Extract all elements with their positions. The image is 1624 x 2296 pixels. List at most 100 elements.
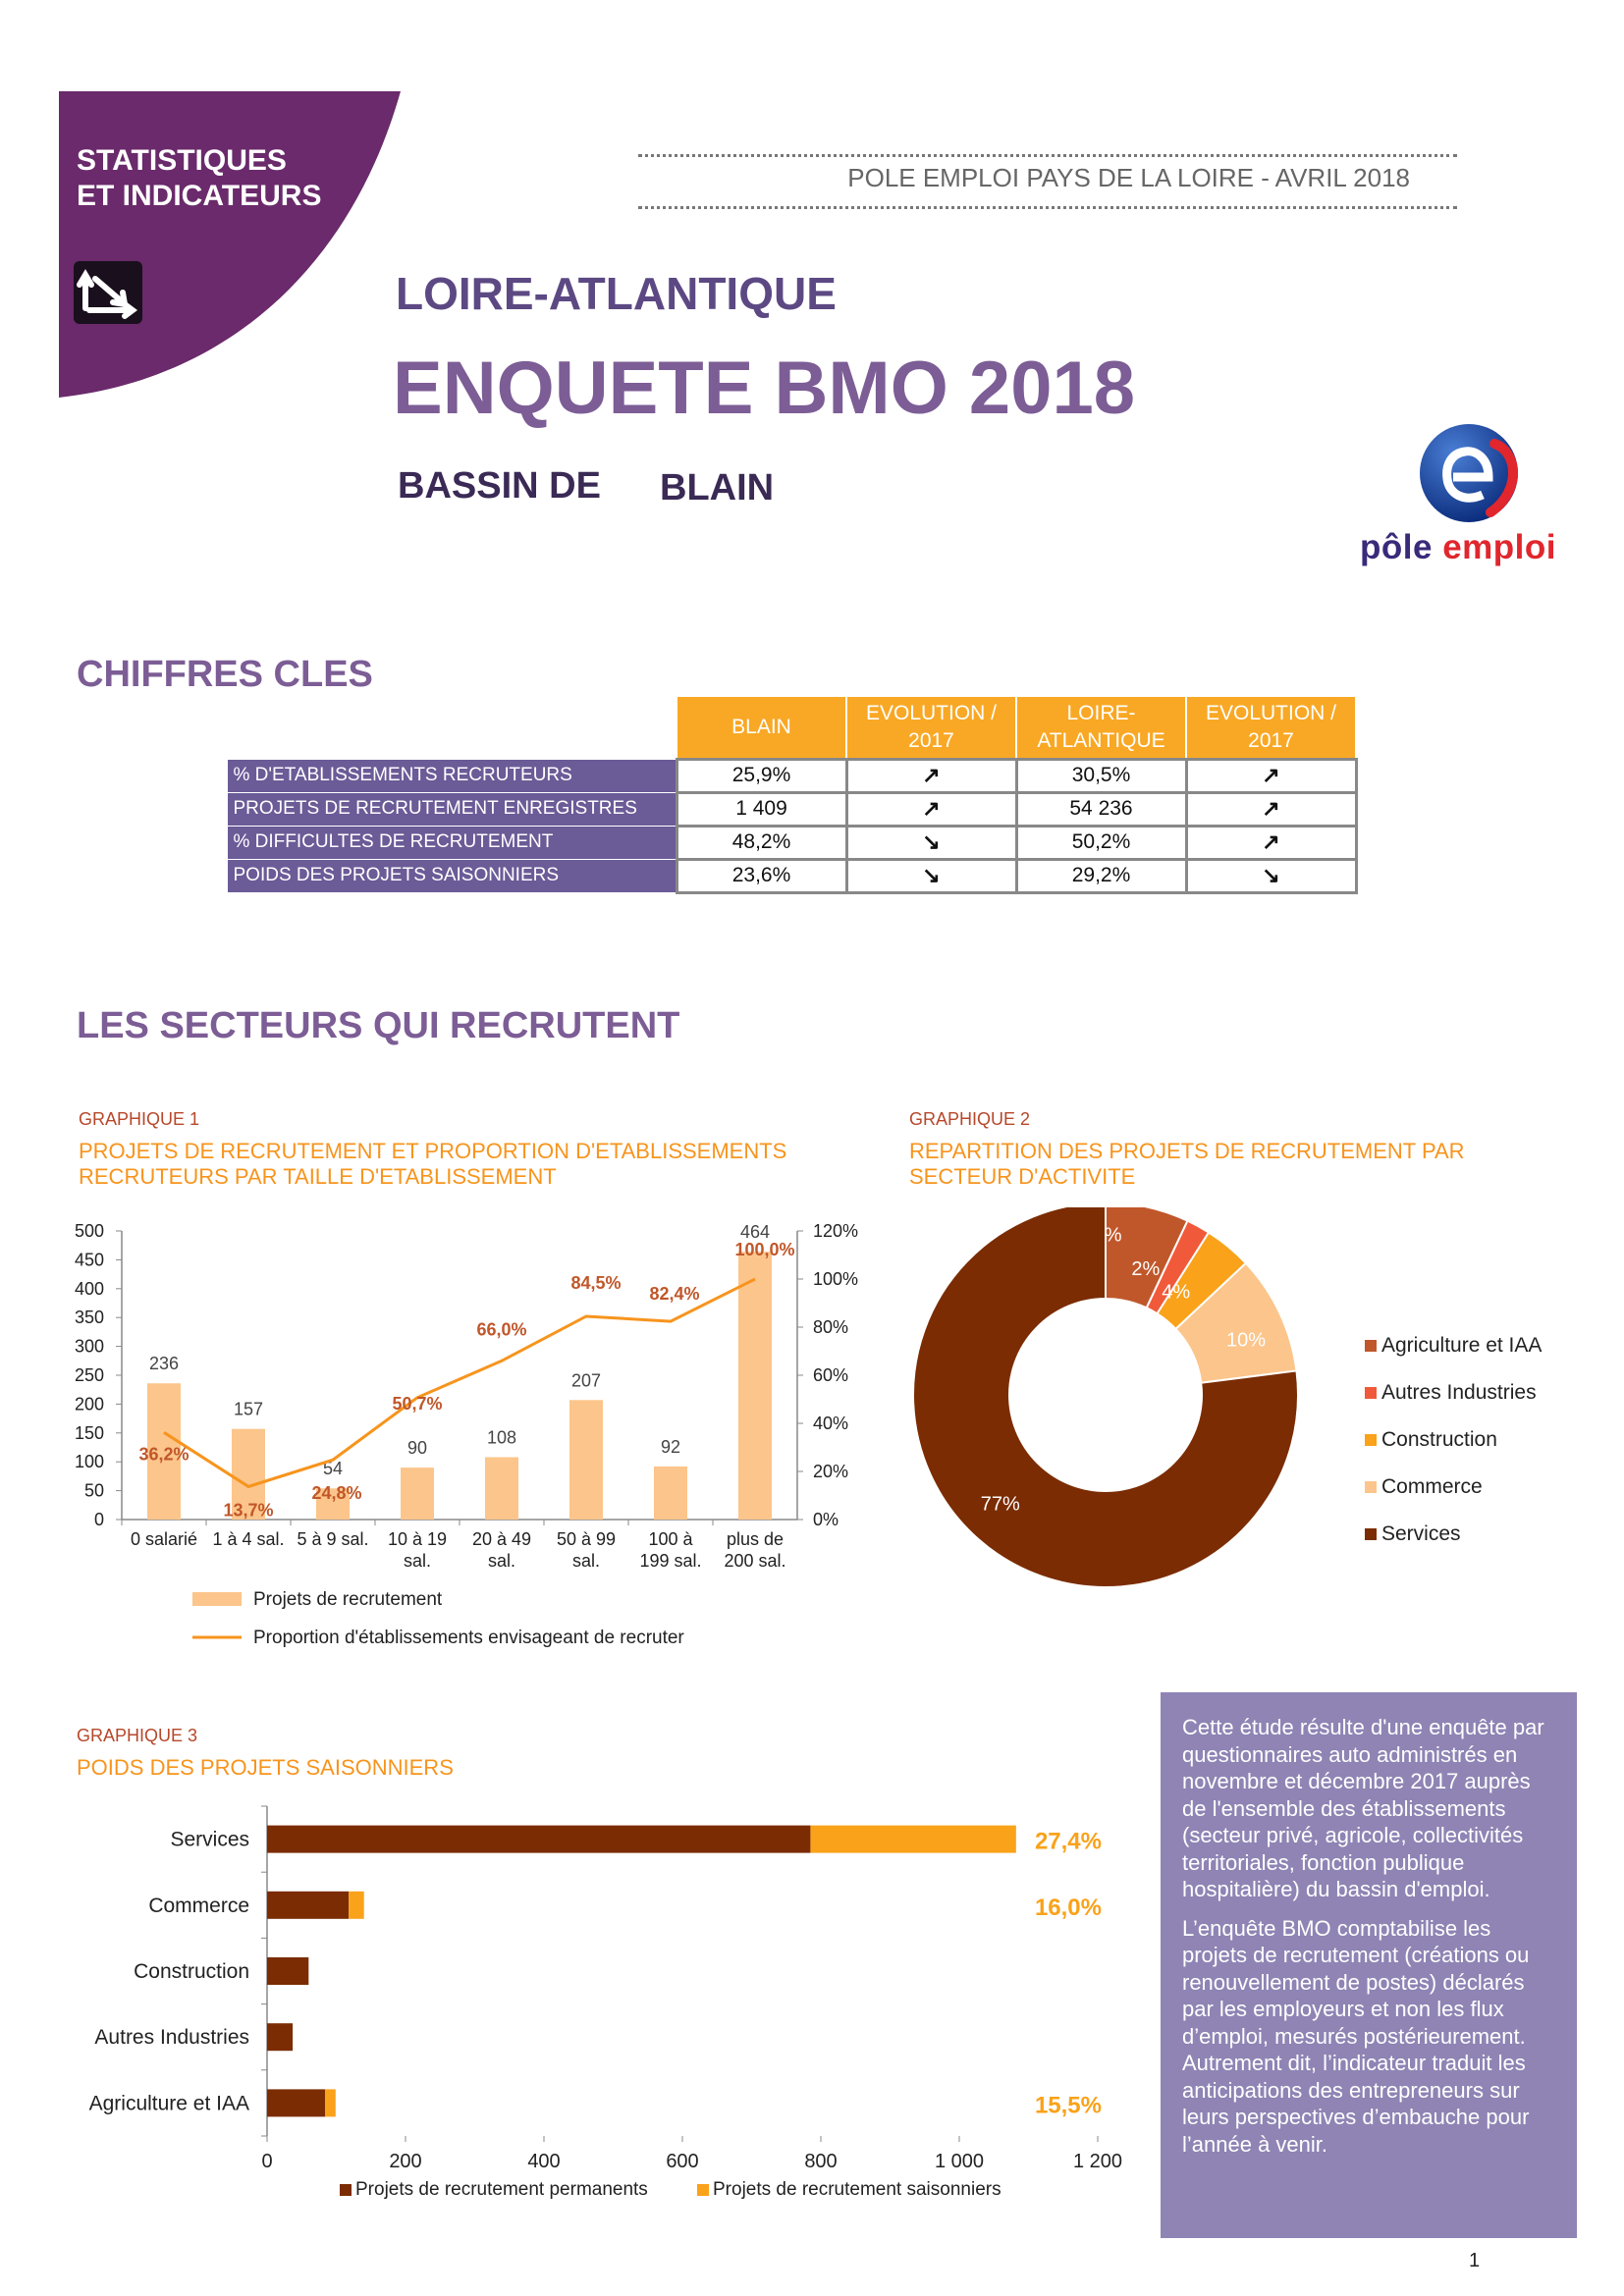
- legend-label: Projets de recrutement permanents: [355, 2179, 648, 2200]
- bar-value-label: 54: [323, 1459, 343, 1478]
- bar-value-label: 236: [149, 1354, 179, 1373]
- row-label: % DIFFICULTES DE RECRUTEMENT: [226, 825, 677, 860]
- graph2-title: REPARTITION DES PROJETS DE RECRUTEMENT P…: [909, 1139, 1465, 1190]
- header-organization: POLE EMPLOI PAYS DE LA LOIRE - AVRIL 201…: [847, 163, 1410, 192]
- evolution-la-arrow-icon: ↗: [1184, 824, 1358, 861]
- y-tick-label: 200: [75, 1394, 104, 1414]
- graph1-title-line2: RECRUTEURS PAR TAILLE D'ETABLISSEMENT: [79, 1164, 557, 1189]
- evolution-la-arrow-icon: ↘: [1184, 857, 1358, 894]
- y-tick-label: 150: [75, 1423, 104, 1443]
- graph1-chart: 0 50 100 150 200 250 300 350 400 450 500 0% 20% 40% 60…: [75, 1221, 858, 1648]
- stacked-bar-segment: [267, 1957, 309, 1985]
- graph1-title: PROJETS DE RECRUTEMENT ET PROPORTION D'E…: [79, 1139, 786, 1190]
- header-evolution-blain: EVOLUTION / 2017: [845, 695, 1017, 760]
- x-tick-label: sal.: [404, 1551, 431, 1571]
- y2-tick-label: 0%: [813, 1510, 839, 1529]
- key-figures-body: % D'ETABLISSEMENTS RECRUTEURS 25,9% ↗ 30,5%…: [226, 757, 1358, 894]
- slice-label: 4%: [1162, 1282, 1190, 1304]
- header-evolution-la: EVOLUTION / 2017: [1185, 695, 1357, 760]
- bassin-name: BLAIN: [660, 467, 775, 508]
- legend-swatch: [1365, 1434, 1377, 1446]
- legend-bar-swatch: [192, 1592, 242, 1606]
- header-blain: BLAIN: [676, 695, 847, 760]
- key-figures-row: % DIFFICULTES DE RECRUTEMENT 48,2% ↘ 50,2% ↗: [226, 824, 1358, 861]
- y2-tick-label: 120%: [813, 1221, 858, 1241]
- y-tick-label: 250: [75, 1365, 104, 1385]
- bar-value-label: 108: [487, 1427, 516, 1447]
- blain-value: 25,9%: [675, 757, 848, 794]
- header-text: EVOLUTION /: [865, 701, 998, 724]
- x-tick-label: 200 sal.: [724, 1551, 785, 1571]
- pole-emploi-logo: [1420, 424, 1518, 522]
- x-tick-label: plus de: [727, 1529, 784, 1549]
- corner-line-1: STATISTIQUES: [77, 144, 287, 177]
- loire-atlantique-value: 29,2%: [1014, 857, 1188, 894]
- x-tick-label: 100 à: [648, 1529, 693, 1549]
- key-figures-row: PROJETS DE RECRUTEMENT ENREGISTRES 1 409 ↗…: [226, 790, 1358, 828]
- category-label: Commerce: [148, 1895, 249, 1917]
- bar-value-label: 464: [740, 1222, 770, 1242]
- x-tick-label: 20 à 49: [472, 1529, 531, 1549]
- key-figures-table: BLAIN EVOLUTION / 2017 LOIRE- ATLANTIQUE E…: [226, 695, 1358, 894]
- donut-slice: [912, 1207, 1299, 1588]
- legend-bar-label: Projets de recrutement: [253, 1589, 443, 1610]
- slice-label: 10%: [1226, 1329, 1266, 1351]
- graph2-title-line2: SECTEUR D'ACTIVITE: [909, 1164, 1136, 1189]
- page-number: 1: [1469, 2250, 1481, 2271]
- bar: [316, 1488, 350, 1520]
- x-tick-label: 200: [389, 2151, 421, 2172]
- header-text: 2017: [908, 728, 954, 752]
- line-value-label: 66,0%: [476, 1319, 526, 1339]
- corner-line-2: ET INDICATEURS: [77, 180, 322, 212]
- graph1-title-line1: PROJETS DE RECRUTEMENT ET PROPORTION D'E…: [79, 1139, 787, 1163]
- info-paragraph-2: L’enquête BMO comptabilise les projets d…: [1182, 1915, 1530, 2157]
- legend-label: Commerce: [1381, 1475, 1483, 1498]
- graph3-tag: GRAPHIQUE 3: [77, 1726, 198, 1745]
- legend-swatch: [340, 2184, 352, 2196]
- line-value-label: 13,7%: [223, 1500, 273, 1520]
- line-value-label: 24,8%: [311, 1483, 361, 1503]
- stacked-bar-segment: [267, 2089, 326, 2117]
- bar: [147, 1383, 181, 1520]
- header-rule-top: [638, 154, 1457, 157]
- legend-swatch: [1365, 1528, 1377, 1540]
- x-tick-label: 1 200: [1073, 2151, 1122, 2172]
- evolution-blain-arrow-icon: ↘: [844, 857, 1018, 894]
- stacked-bar-segment: [349, 1891, 364, 1919]
- legend-swatch: [1365, 1481, 1377, 1493]
- header-rule-bottom: [638, 206, 1457, 209]
- y-tick-label: 450: [75, 1250, 104, 1269]
- y-tick-label: 100: [75, 1452, 104, 1471]
- x-tick-label: 1 000: [935, 2151, 984, 2172]
- category-label: Agriculture et IAA: [89, 2092, 249, 2114]
- key-figures-title: CHIFFRES CLES: [77, 654, 373, 695]
- header-text: BLAIN: [731, 715, 791, 738]
- evolution-blain-arrow-icon: ↘: [844, 824, 1018, 861]
- stacked-bar-segment: [267, 2023, 294, 2052]
- y-tick-label: 350: [75, 1308, 104, 1327]
- graph2-title-line1: REPARTITION DES PROJETS DE RECRUTEMENT P…: [909, 1139, 1465, 1163]
- header-text: EVOLUTION /: [1205, 701, 1337, 724]
- x-tick-label: 5 à 9 sal.: [297, 1529, 368, 1549]
- x-tick-label: sal.: [572, 1551, 600, 1571]
- category-label: Construction: [134, 1960, 249, 1983]
- legend-swatch: [1365, 1340, 1377, 1352]
- evolution-blain-arrow-icon: ↗: [844, 790, 1018, 828]
- info-paragraph-1: Cette étude résulte d'une enquête par qu…: [1182, 1715, 1544, 1901]
- loire-atlantique-value: 50,2%: [1014, 824, 1188, 861]
- legend-label: Projets de recrutement saisonniers: [713, 2179, 1001, 2200]
- bar: [569, 1400, 603, 1520]
- stacked-bar-segment: [267, 1825, 811, 1853]
- bar-value-label: 92: [661, 1437, 680, 1457]
- y-tick-label: 300: [75, 1337, 104, 1357]
- x-tick-label: 10 à 19: [388, 1529, 447, 1549]
- department-title: LOIRE-ATLANTIQUE: [396, 268, 837, 319]
- key-figures-header-row: BLAIN EVOLUTION / 2017 LOIRE- ATLANTIQUE E…: [226, 695, 1357, 760]
- header-text: 2017: [1248, 728, 1294, 752]
- bar-value-label: 207: [571, 1370, 601, 1390]
- loire-atlantique-value: 54 236: [1014, 790, 1188, 828]
- key-figures-row: % D'ETABLISSEMENTS RECRUTEURS 25,9% ↗ 30,5%…: [226, 757, 1358, 794]
- sectors-title: LES SECTEURS QUI RECRUTENT: [77, 1005, 680, 1046]
- slice-label: 2%: [1131, 1258, 1160, 1280]
